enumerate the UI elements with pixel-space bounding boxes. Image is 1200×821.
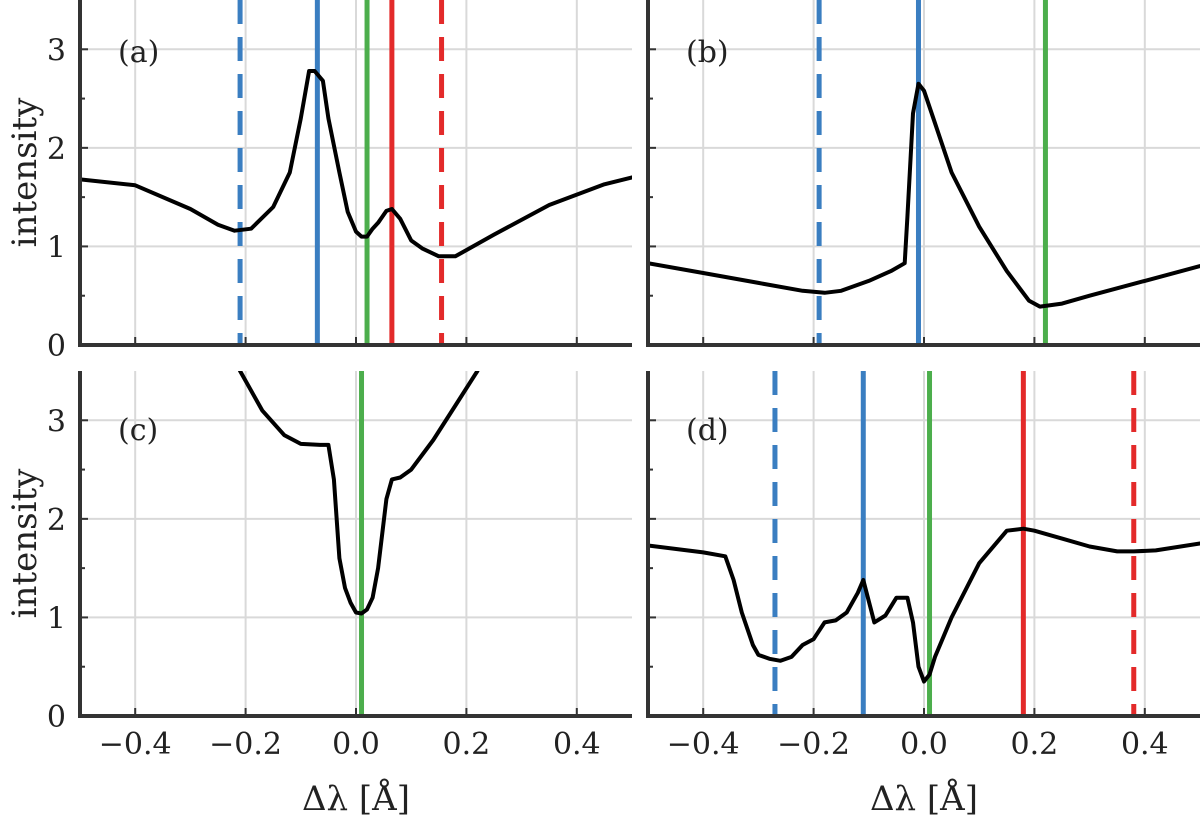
x-tick-label: −0.4: [99, 727, 172, 762]
panel-c: 0 1 2 3 −0.4 −0.2 0.0 0.2 0.4 intensity Δλ [Å] (c): [5, 371, 632, 819]
x-axis-title: Δλ [Å]: [870, 778, 978, 819]
series-group: [648, 526, 1200, 684]
gridlines: [648, 371, 1200, 717]
y-tick-label: 2: [47, 503, 66, 538]
panel-b: (b): [646, 0, 1200, 347]
series-group: [80, 69, 632, 259]
x-tick-label: −0.4: [667, 727, 740, 762]
gridlines: [80, 0, 632, 346]
y-tick-label: 3: [47, 404, 66, 439]
y-tick-label: 0: [47, 329, 66, 364]
reference-lines: [772, 371, 1137, 716]
axes: [646, 0, 1200, 347]
axes: −0.4 −0.2 0.0 0.2 0.4 Δλ [Å]: [646, 371, 1200, 819]
reference-lines: [237, 0, 445, 345]
x-tick-label: 0.4: [553, 727, 601, 762]
y-tick-label: 2: [47, 132, 66, 167]
y-tick-label: 3: [47, 33, 66, 68]
gridlines: [80, 371, 632, 717]
intensity-profile-line: [80, 69, 632, 259]
y-axis-title: intensity: [5, 468, 45, 618]
axes: 0 1 2 3 −0.4 −0.2 0.0 0.2 0.4 intensity Δλ [Å]: [5, 371, 632, 819]
y-axis-title: intensity: [5, 97, 45, 247]
x-tick-label: 0.2: [443, 727, 491, 762]
y-tick-label: 1: [47, 230, 66, 265]
x-axis-title: Δλ [Å]: [302, 778, 410, 819]
x-tick-label: −0.2: [777, 727, 850, 762]
panel-d: −0.4 −0.2 0.0 0.2 0.4 Δλ [Å] (d): [646, 371, 1200, 819]
x-tick-label: 0.2: [1011, 727, 1059, 762]
intensity-profile-line: [238, 371, 480, 616]
intensity-profile-line: [648, 81, 1200, 309]
gridlines: [648, 0, 1200, 346]
panel-label: (d): [686, 413, 729, 448]
panel-label: (b): [686, 35, 729, 70]
series-group: [238, 371, 480, 616]
x-tick-label: 0.4: [1121, 727, 1169, 762]
y-tick-label: 1: [47, 601, 66, 636]
y-tick-label: 0: [47, 700, 66, 735]
panel-label: (c): [118, 413, 158, 448]
intensity-profile-line: [648, 526, 1200, 684]
x-tick-label: −0.2: [209, 727, 282, 762]
x-tick-label: 0.0: [900, 727, 948, 762]
reference-lines: [816, 0, 1048, 345]
x-tick-label: 0.0: [332, 727, 380, 762]
panel-label: (a): [118, 35, 159, 70]
series-group: [648, 81, 1200, 309]
